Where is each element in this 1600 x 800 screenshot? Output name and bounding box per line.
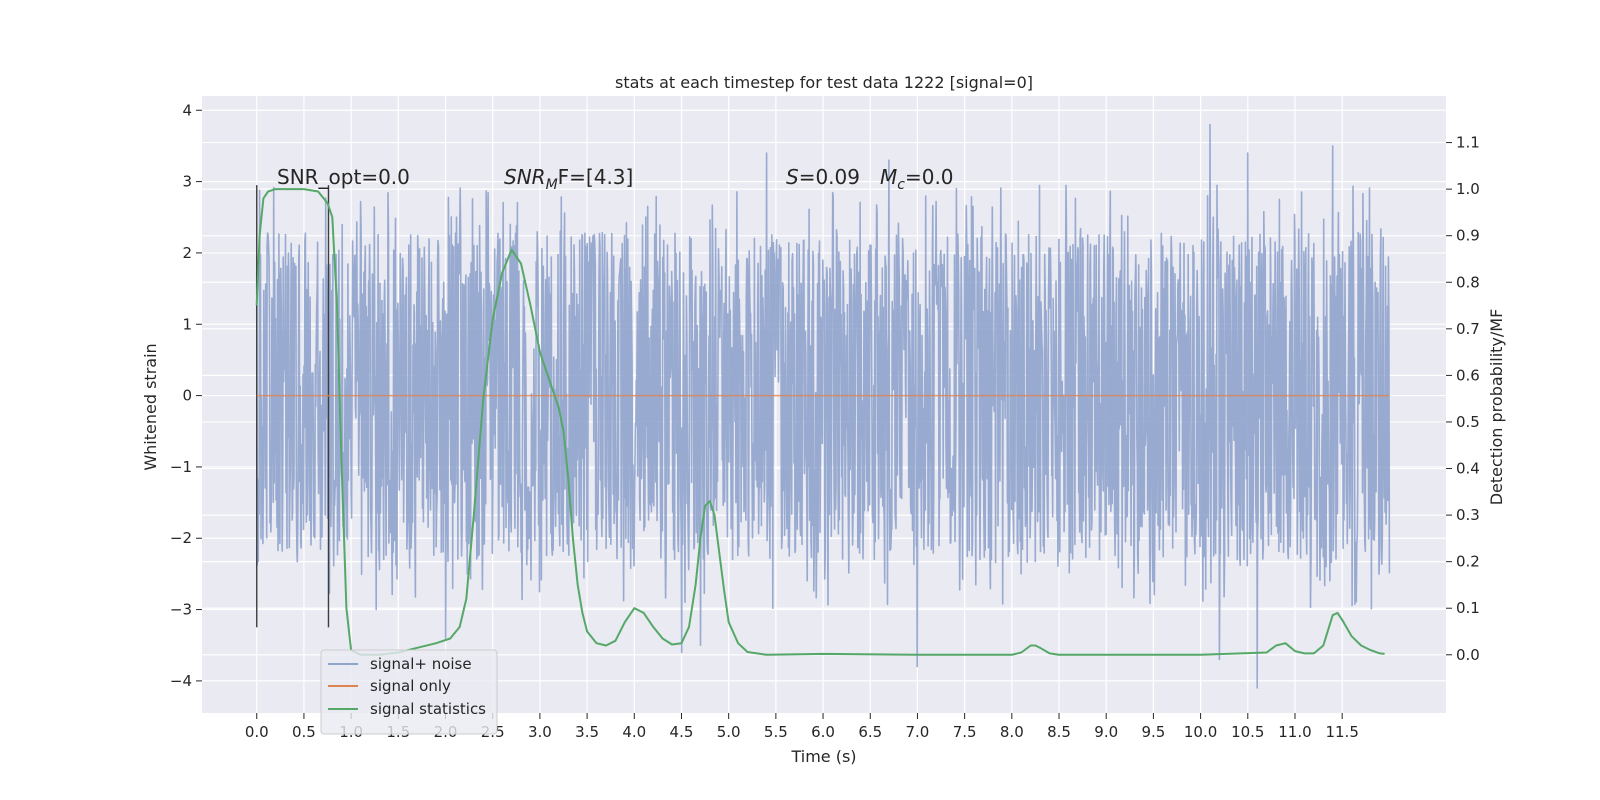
y2-tick-label: 0.6 xyxy=(1456,366,1480,384)
y-tick-label: 3 xyxy=(182,173,192,191)
s-variable: S xyxy=(786,165,799,189)
x-tick-label: 0.0 xyxy=(245,723,269,741)
y2-tick-label: 1.0 xyxy=(1456,180,1480,198)
y2-tick-label: 1.1 xyxy=(1456,134,1480,152)
s-annotation: S=0.09 xyxy=(786,165,860,189)
signal-noise-series xyxy=(255,123,1391,689)
snr-mf-value: F=[4.3] xyxy=(558,165,634,189)
legend: signal+ noise signal only signal statist… xyxy=(320,649,498,735)
x-tick-label: 3.5 xyxy=(575,723,599,741)
x-tick-label: 11.5 xyxy=(1325,723,1358,741)
legend-box xyxy=(320,649,498,735)
x-tick-label: 5.5 xyxy=(764,723,788,741)
x-tick-label: 9.5 xyxy=(1141,723,1165,741)
snr-mf-variable: SNR xyxy=(504,165,546,189)
y2-tick-label: 0.2 xyxy=(1456,553,1480,571)
y-tick-label: 0 xyxy=(182,387,192,405)
y-tick-label: 2 xyxy=(182,244,192,262)
y-tick-label: −4 xyxy=(170,672,192,690)
mc-value: =0.0 xyxy=(905,165,954,189)
y-tick-label: 4 xyxy=(182,101,192,119)
x-axis-ticks: 0.00.51.01.52.02.53.03.54.04.55.05.56.06… xyxy=(245,713,1359,741)
x-tick-label: 10.0 xyxy=(1184,723,1217,741)
x-tick-label: 8.0 xyxy=(1000,723,1024,741)
x-tick-label: 6.5 xyxy=(858,723,882,741)
left-axis-ticks: 4 3 2 1 0 −1 −2 −3 −4 xyxy=(170,101,202,690)
x-tick-label: 10.5 xyxy=(1231,723,1264,741)
y2-tick-label: 0.7 xyxy=(1456,320,1480,338)
y2-tick-label: 0.1 xyxy=(1456,599,1480,617)
x-tick-label: 8.5 xyxy=(1047,723,1071,741)
signal-noise-line xyxy=(255,123,1391,689)
y-tick-label: 1 xyxy=(182,315,192,333)
window-markers xyxy=(256,185,330,628)
mc-variable: M xyxy=(880,165,897,189)
x-tick-label: 4.0 xyxy=(622,723,646,741)
s-value: =0.09 xyxy=(799,165,860,189)
x-tick-label: 0.5 xyxy=(292,723,316,741)
x-tick-label: 5.0 xyxy=(717,723,741,741)
chart-title: stats at each timestep for test data 122… xyxy=(615,73,1033,92)
snr-mf-subscript: M xyxy=(546,177,558,193)
y2-tick-label: 0.9 xyxy=(1456,227,1480,245)
x-axis-label: Time (s) xyxy=(790,747,856,766)
snr-opt-annotation: SNR_opt=0.0 xyxy=(277,165,410,189)
y2-tick-label: 0.3 xyxy=(1456,506,1480,524)
mc-subscript: c xyxy=(897,177,905,193)
y2-tick-label: 0.0 xyxy=(1456,646,1480,664)
x-tick-label: 7.0 xyxy=(906,723,930,741)
y-axis-label: Whitened strain xyxy=(141,343,160,470)
x-tick-label: 11.0 xyxy=(1278,723,1311,741)
right-axis-ticks: 1.1 1.0 0.9 0.8 0.7 0.6 0.5 0.4 0.3 0.2 0.1 0.0 xyxy=(1446,134,1480,664)
x-tick-label: 3.0 xyxy=(528,723,552,741)
mc-annotation: Mc=0.0 xyxy=(880,165,954,193)
x-tick-label: 7.5 xyxy=(953,723,977,741)
y2-tick-label: 0.4 xyxy=(1456,460,1480,478)
legend-label-signal-only: signal only xyxy=(370,677,451,695)
x-tick-label: 6.0 xyxy=(811,723,835,741)
x-tick-label: 9.0 xyxy=(1094,723,1118,741)
legend-label-signal-noise: signal+ noise xyxy=(370,655,472,673)
y-tick-label: −1 xyxy=(170,458,192,476)
legend-label-signal-statistics: signal statistics xyxy=(370,700,486,718)
y2-tick-label: 0.8 xyxy=(1456,273,1480,291)
y-tick-label: −3 xyxy=(170,601,192,619)
x-tick-label: 4.5 xyxy=(670,723,694,741)
y2-axis-label: Detection probability/MF xyxy=(1487,309,1506,506)
y-tick-label: −2 xyxy=(170,529,192,547)
y2-tick-label: 0.5 xyxy=(1456,413,1480,431)
snr-mf-annotation: SNRMF=[4.3] xyxy=(504,165,633,193)
